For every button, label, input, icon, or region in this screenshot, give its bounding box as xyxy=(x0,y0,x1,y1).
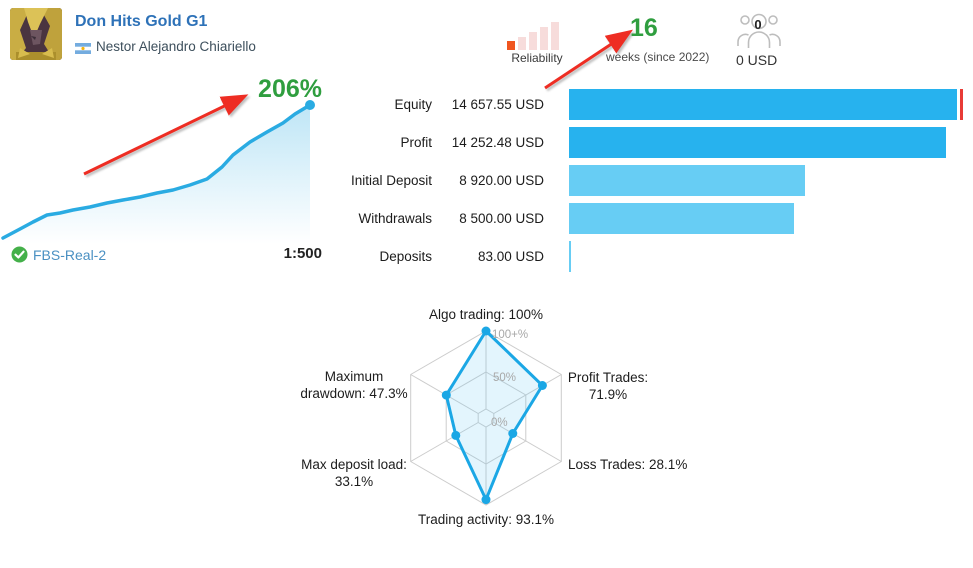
radar-axis-label-line: Trading activity: 93.1% xyxy=(417,512,555,527)
statistics-radar-chart: 0% 50% 100+% xyxy=(410,326,562,506)
radar-data-point xyxy=(451,430,461,440)
balance-bar-track xyxy=(569,127,962,158)
balance-bar-track xyxy=(569,203,962,234)
radar-data-polygon xyxy=(444,329,544,502)
weeks-growth-arrow xyxy=(544,29,634,90)
avatar[interactable] xyxy=(10,8,62,60)
radar-axis-label-line: Algo trading: 100% xyxy=(428,307,544,322)
radar-axis-label-line: drawdown: 47.3% xyxy=(300,386,408,401)
balance-row: Withdrawals 8 500.00 USD xyxy=(340,203,962,234)
balance-bar-chart: Equity 14 657.55 USD Profit 14 252.48 USD In… xyxy=(340,89,963,279)
radar-axis-label-line: Profit Trades: xyxy=(567,370,649,385)
balance-row-label: Profit xyxy=(400,135,432,150)
balance-row: Deposits 83.00 USD xyxy=(340,241,962,272)
weeks-count: 16 xyxy=(630,14,658,42)
balance-row-value: 83.00 USD xyxy=(477,249,544,264)
balance-bar-track xyxy=(569,241,962,272)
balance-bar xyxy=(569,165,806,196)
subscribers-funds: 0 USD xyxy=(736,52,778,68)
radar-axis-label: Max deposit load: 33.1% xyxy=(298,456,410,490)
balance-row: Initial Deposit 8 920.00 USD xyxy=(340,165,962,196)
radar-ring-label: 100+% xyxy=(492,329,528,341)
balance-row-value: 8 920.00 USD xyxy=(459,173,544,188)
radar-data-point xyxy=(481,495,491,505)
balance-bar-track xyxy=(569,89,963,120)
subscribers-count: 0 xyxy=(754,17,762,32)
reliability-bars-icon xyxy=(507,16,567,55)
radar-ring-label: 0% xyxy=(491,417,508,429)
balance-row-label: Initial Deposit xyxy=(350,173,432,188)
balance-row-label: Withdrawals xyxy=(358,211,432,226)
reliability-label: Reliability xyxy=(511,51,563,65)
balance-row: Profit 14 252.48 USD xyxy=(340,127,962,158)
radar-axis-label-line: Loss Trades: 28.1% xyxy=(568,457,688,472)
broker-server: FBS-Real-2 xyxy=(33,247,107,263)
radar-grid-spoke xyxy=(410,422,479,462)
signal-title-link[interactable]: Don Hits Gold G1 xyxy=(75,13,208,30)
radar-axis-label: Trading activity: 93.1% xyxy=(386,511,586,528)
leverage-value: 1:500 xyxy=(283,245,322,262)
balance-row-value: 8 500.00 USD xyxy=(459,211,544,226)
balance-bar xyxy=(569,241,572,272)
radar-data-point xyxy=(537,381,547,390)
radar-axis-label: Maximum drawdown: 47.3% xyxy=(298,368,410,402)
growth-trend-arrow xyxy=(83,94,249,176)
balance-bar-track xyxy=(569,165,962,196)
balance-row-value: 14 657.55 USD xyxy=(451,97,544,112)
radar-grid-spoke xyxy=(493,374,562,414)
balance-row: Equity 14 657.55 USD xyxy=(340,89,963,120)
radar-axis-label: Algo trading: 100% xyxy=(370,306,602,323)
growth-chart xyxy=(1,100,315,244)
balance-row-value: 14 252.48 USD xyxy=(451,135,544,150)
radar-axis-label: Loss Trades: 28.1% xyxy=(568,456,718,473)
balance-bar xyxy=(569,127,947,158)
max-equity-marker xyxy=(960,89,963,120)
radar-data-point xyxy=(508,429,518,438)
radar-axis-label: Profit Trades: 71.9% xyxy=(556,369,660,403)
balance-bar xyxy=(569,89,957,120)
balance-bar xyxy=(569,203,794,234)
author-link[interactable]: Nestor Alejandro Chiariello xyxy=(96,39,256,54)
growth-end-dot xyxy=(305,100,315,110)
radar-axis-label-line: 33.1% xyxy=(334,474,374,489)
avatar-image xyxy=(10,8,62,60)
radar-data-point xyxy=(481,326,491,336)
growth-line xyxy=(1,103,312,240)
growth-percent: 206% xyxy=(258,75,322,103)
subscribers-icon xyxy=(736,9,782,56)
verified-check-icon xyxy=(11,246,28,268)
radar-axis-label-line: Max deposit load: xyxy=(301,457,407,472)
radar-ring-label: 50% xyxy=(493,372,516,384)
radar-grid-spoke xyxy=(493,422,562,462)
argentina-flag-icon xyxy=(75,41,91,54)
radar-data-point xyxy=(441,390,451,400)
radar-axis-label-line: Maximum xyxy=(324,369,384,384)
radar-axis-label-line: 71.9% xyxy=(588,387,628,402)
balance-row-label: Deposits xyxy=(379,249,432,264)
balance-row-label: Equity xyxy=(394,97,432,112)
weeks-caption: weeks (since 2022) xyxy=(606,50,710,64)
